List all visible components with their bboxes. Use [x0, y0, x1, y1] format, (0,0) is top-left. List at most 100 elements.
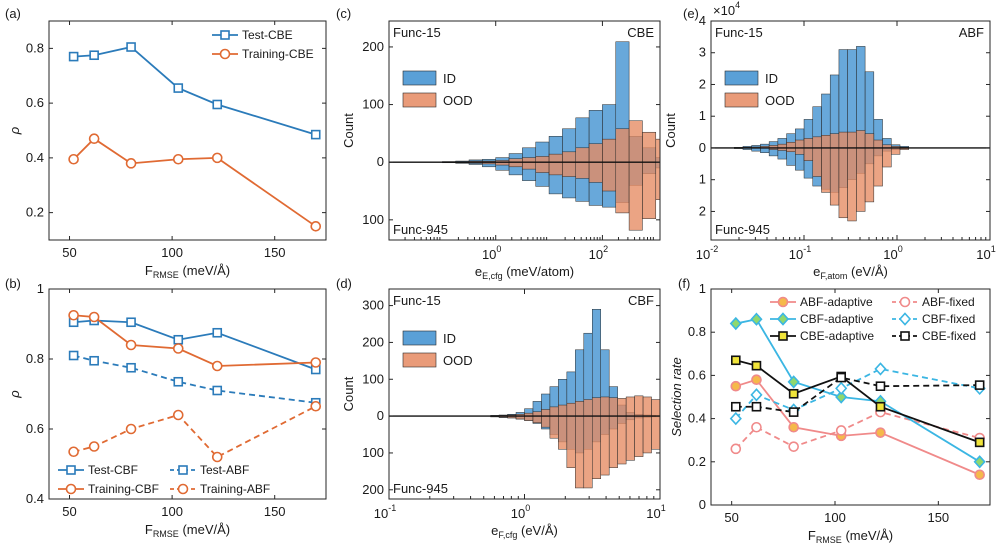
y-tick-label: 100: [362, 371, 384, 386]
legend-swatch-ood: [402, 92, 437, 108]
bar-ood-top: [838, 131, 848, 149]
data-point: [974, 437, 985, 448]
data-point: [730, 443, 742, 455]
bar-ood-bottom: [602, 161, 617, 192]
bar-ood-top: [642, 131, 657, 163]
data-point: [173, 83, 184, 93]
bar-ood-top: [864, 133, 875, 149]
y-tick-label: 200: [362, 39, 384, 54]
data-point: [787, 375, 800, 389]
y-tick-label: 0.4: [688, 411, 706, 426]
bar-ood-bottom: [891, 147, 901, 155]
data-point: [88, 311, 100, 323]
x-tick-label: 10-1: [374, 503, 396, 521]
x-axis-label: FRMSE (meV/Å): [145, 522, 230, 539]
data-point: [729, 316, 742, 331]
legend-marker: [777, 296, 789, 308]
bar-ood-top: [608, 397, 618, 417]
plot-frame: [48, 288, 327, 500]
data-point: [126, 317, 136, 328]
data-point: [88, 133, 100, 145]
y-tick-label: 0: [377, 408, 384, 423]
legend-label: ID: [765, 71, 778, 86]
bar-ood-bottom: [821, 147, 831, 193]
bar-ood-bottom: [600, 415, 610, 476]
y-axis-label: Count: [341, 376, 356, 411]
x-tick-label: 10-1: [789, 244, 811, 262]
bar-ood-bottom: [532, 415, 542, 423]
legend-label: CBF-adaptive: [800, 312, 874, 326]
x-tick-label: 10-2: [696, 244, 718, 262]
data-point: [125, 423, 137, 435]
y-tick-label: 2: [699, 203, 706, 218]
bar-ood-top: [634, 395, 644, 417]
legend-marker: [899, 296, 911, 308]
y-tick-label: 0.2: [688, 454, 706, 469]
data-point: [836, 372, 847, 383]
data-point: [212, 385, 223, 396]
y-tick-label: 1: [37, 281, 44, 296]
legend-label: Test-CBE: [242, 28, 293, 42]
data-point: [835, 425, 847, 436]
bar-ood-top: [575, 401, 585, 417]
data-point: [310, 400, 322, 412]
bar-ood-top: [562, 151, 576, 163]
bar-ood-bottom: [566, 415, 576, 468]
legend-label: ID: [443, 71, 456, 86]
bar-ood-bottom: [575, 161, 590, 179]
bar-ood-top: [803, 138, 814, 149]
bar-ood-top: [592, 397, 601, 417]
bar-ood-bottom: [642, 161, 657, 219]
data-point: [310, 357, 322, 368]
y-tick-label: 0.6: [688, 367, 706, 382]
data-point: [875, 427, 886, 438]
y-tick-label: 1: [699, 108, 706, 123]
panel-label: (b): [5, 276, 21, 291]
bar-ood-top: [856, 130, 866, 149]
bar-ood-bottom: [795, 147, 805, 155]
y-tick-label: 200: [362, 334, 384, 349]
data-point: [750, 312, 763, 326]
panel-d: (d) 10-1 100 101 300 200 100 0 100 200 eF,cfg (eV/…: [336, 276, 666, 540]
data-point: [730, 355, 741, 366]
plot-frame: [710, 288, 991, 506]
bar-id-bottom: [669, 162, 682, 165]
legend-label: OOD: [443, 93, 473, 108]
legend-label: Training-CBF: [88, 482, 159, 496]
bar-ood-bottom: [803, 147, 814, 161]
data-point: [212, 327, 223, 338]
data-point: [788, 441, 799, 452]
x-tick-label: 100: [511, 503, 530, 521]
data-point: [211, 152, 223, 164]
data-point: [730, 380, 742, 392]
series-line-test-abf: [73, 354, 316, 404]
bar-ood-bottom: [642, 415, 652, 454]
bar-ood-bottom: [541, 415, 551, 428]
x-tick-label: 150: [264, 245, 286, 260]
series-line-abf-adaptive: [735, 378, 981, 476]
bar-ood-top: [588, 143, 603, 163]
bar-ood-bottom: [548, 161, 563, 176]
data-point: [974, 469, 985, 481]
data-point: [788, 407, 799, 417]
y-axis-label: Count: [341, 113, 356, 148]
bar-ood-top: [575, 147, 590, 163]
legend-swatch-id: [724, 70, 759, 86]
data-point: [212, 99, 223, 110]
data-point: [874, 362, 887, 376]
bar-ood-bottom: [575, 415, 585, 489]
y-tick-label: 0.6: [26, 421, 44, 436]
data-point: [126, 42, 136, 52]
legend-swatch-ood: [402, 352, 437, 368]
plot-frame: [388, 20, 661, 241]
legend-marker: [178, 465, 188, 475]
data-point: [788, 388, 799, 399]
bar-ood-bottom: [617, 415, 627, 465]
bar-ood-bottom: [522, 161, 536, 170]
bar-ood-bottom: [856, 147, 866, 212]
x-tick-label: 100: [161, 245, 183, 260]
y-tick-label: 0: [699, 140, 706, 155]
bar-ood-top: [541, 409, 551, 417]
bar-ood-bottom: [722, 162, 735, 164]
bar-id-top: [669, 160, 682, 162]
